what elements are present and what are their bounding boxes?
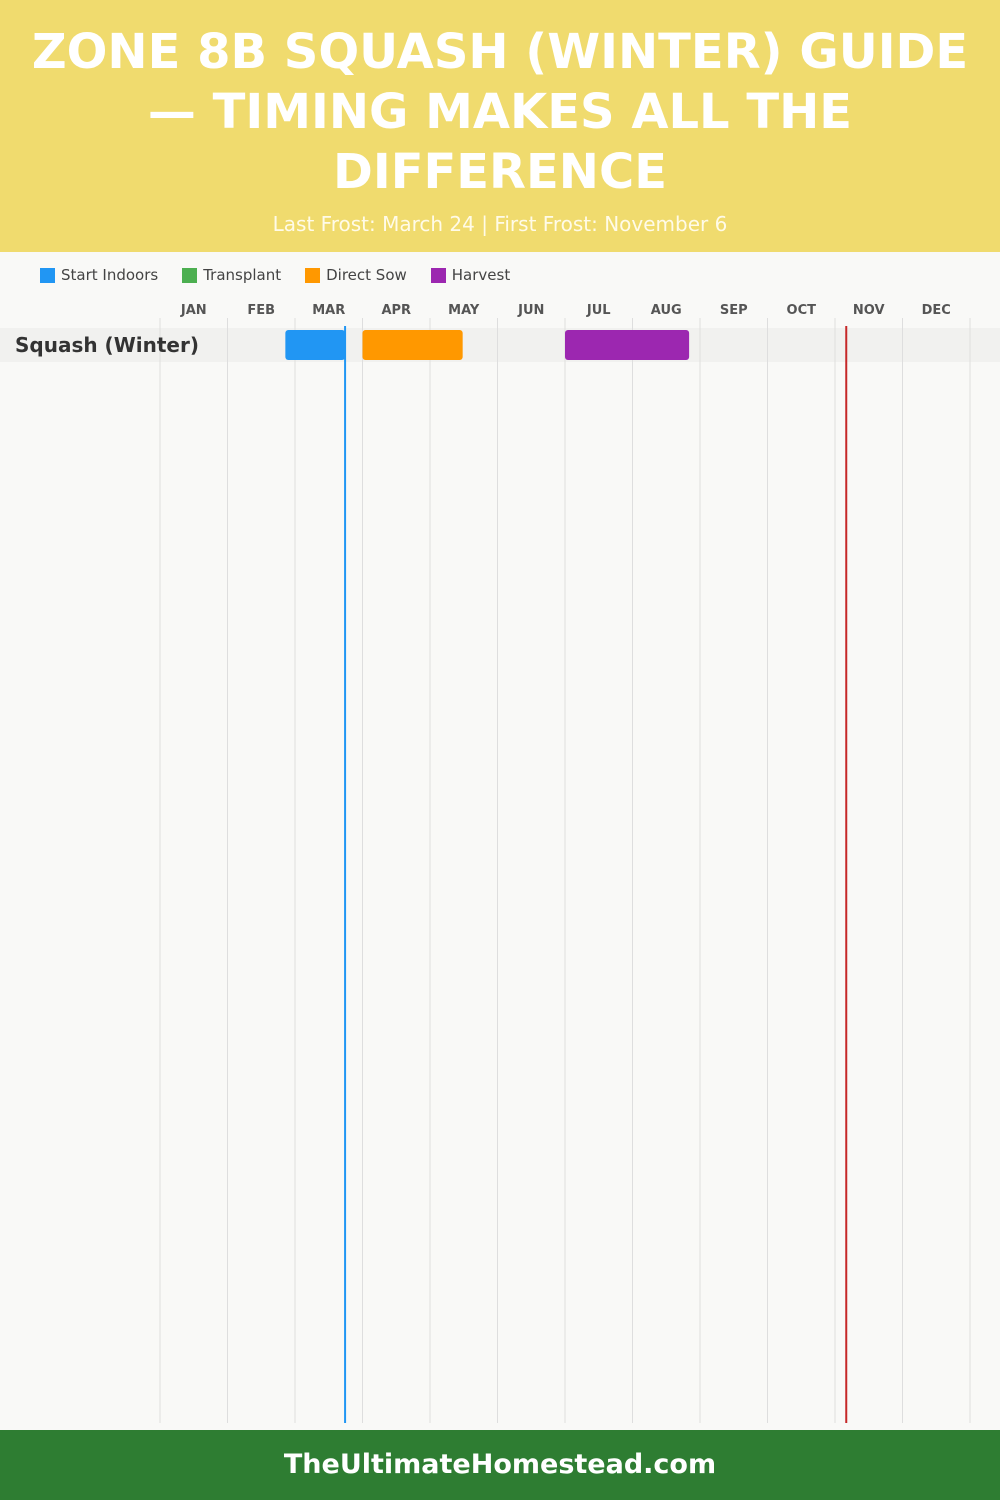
month-label: JUN bbox=[517, 303, 544, 318]
legend-item: Start Indoors bbox=[40, 266, 158, 284]
month-label: FEB bbox=[247, 303, 275, 318]
page-title: ZONE 8B SQUASH (WINTER) GUIDE — TIMING M… bbox=[31, 24, 969, 200]
legend-swatch bbox=[40, 267, 55, 283]
row-background bbox=[0, 328, 1000, 362]
month-label: JAN bbox=[180, 303, 207, 318]
legend-item: Harvest bbox=[430, 266, 511, 284]
legend-swatch bbox=[430, 267, 446, 283]
legend-item: Direct Sow bbox=[305, 266, 407, 284]
month-label: OCT bbox=[787, 303, 817, 318]
month-label: MAR bbox=[312, 303, 345, 318]
legend-label: Transplant bbox=[203, 266, 282, 284]
task-bar-harvest bbox=[565, 330, 690, 360]
task-bar-direct-sow bbox=[362, 330, 463, 360]
legend-swatch bbox=[182, 267, 198, 283]
frost-dates-subtitle: Last Frost: March 24 | First Frost: Nove… bbox=[272, 212, 728, 236]
gantt-chart: JAN FEB MAR APR MAY JUN JUL AUG SEP OCT NOV DEC Squa… bbox=[0, 303, 1000, 1423]
month-label: NOV bbox=[853, 303, 885, 318]
header: ZONE 8B SQUASH (WINTER) GUIDE — TIMING M… bbox=[0, 0, 1000, 252]
chart-area: JAN FEB MAR APR MAY JUN JUL AUG SEP OCT NOV DEC Squa… bbox=[0, 290, 1000, 1425]
legend: Start Indoors Transplant Direct Sow Harvest bbox=[0, 252, 1000, 290]
legend-label: Harvest bbox=[451, 266, 511, 284]
task-bar-start-indoors bbox=[285, 330, 346, 360]
month-label: DEC bbox=[922, 303, 951, 318]
legend-item: Transplant bbox=[182, 266, 281, 284]
month-label: JUL bbox=[586, 303, 611, 318]
row-label: Squash (Winter) bbox=[15, 333, 199, 357]
month-label: MAY bbox=[448, 303, 480, 318]
legend-label: Direct Sow bbox=[326, 266, 407, 284]
legend-label: Start Indoors bbox=[61, 266, 159, 284]
footer-site-name: TheUltimateHomestead.com bbox=[0, 1430, 1000, 1500]
month-label: APR bbox=[381, 303, 411, 318]
legend-swatch bbox=[305, 267, 321, 283]
month-label: SEP bbox=[720, 303, 748, 318]
month-label: AUG bbox=[651, 303, 682, 318]
